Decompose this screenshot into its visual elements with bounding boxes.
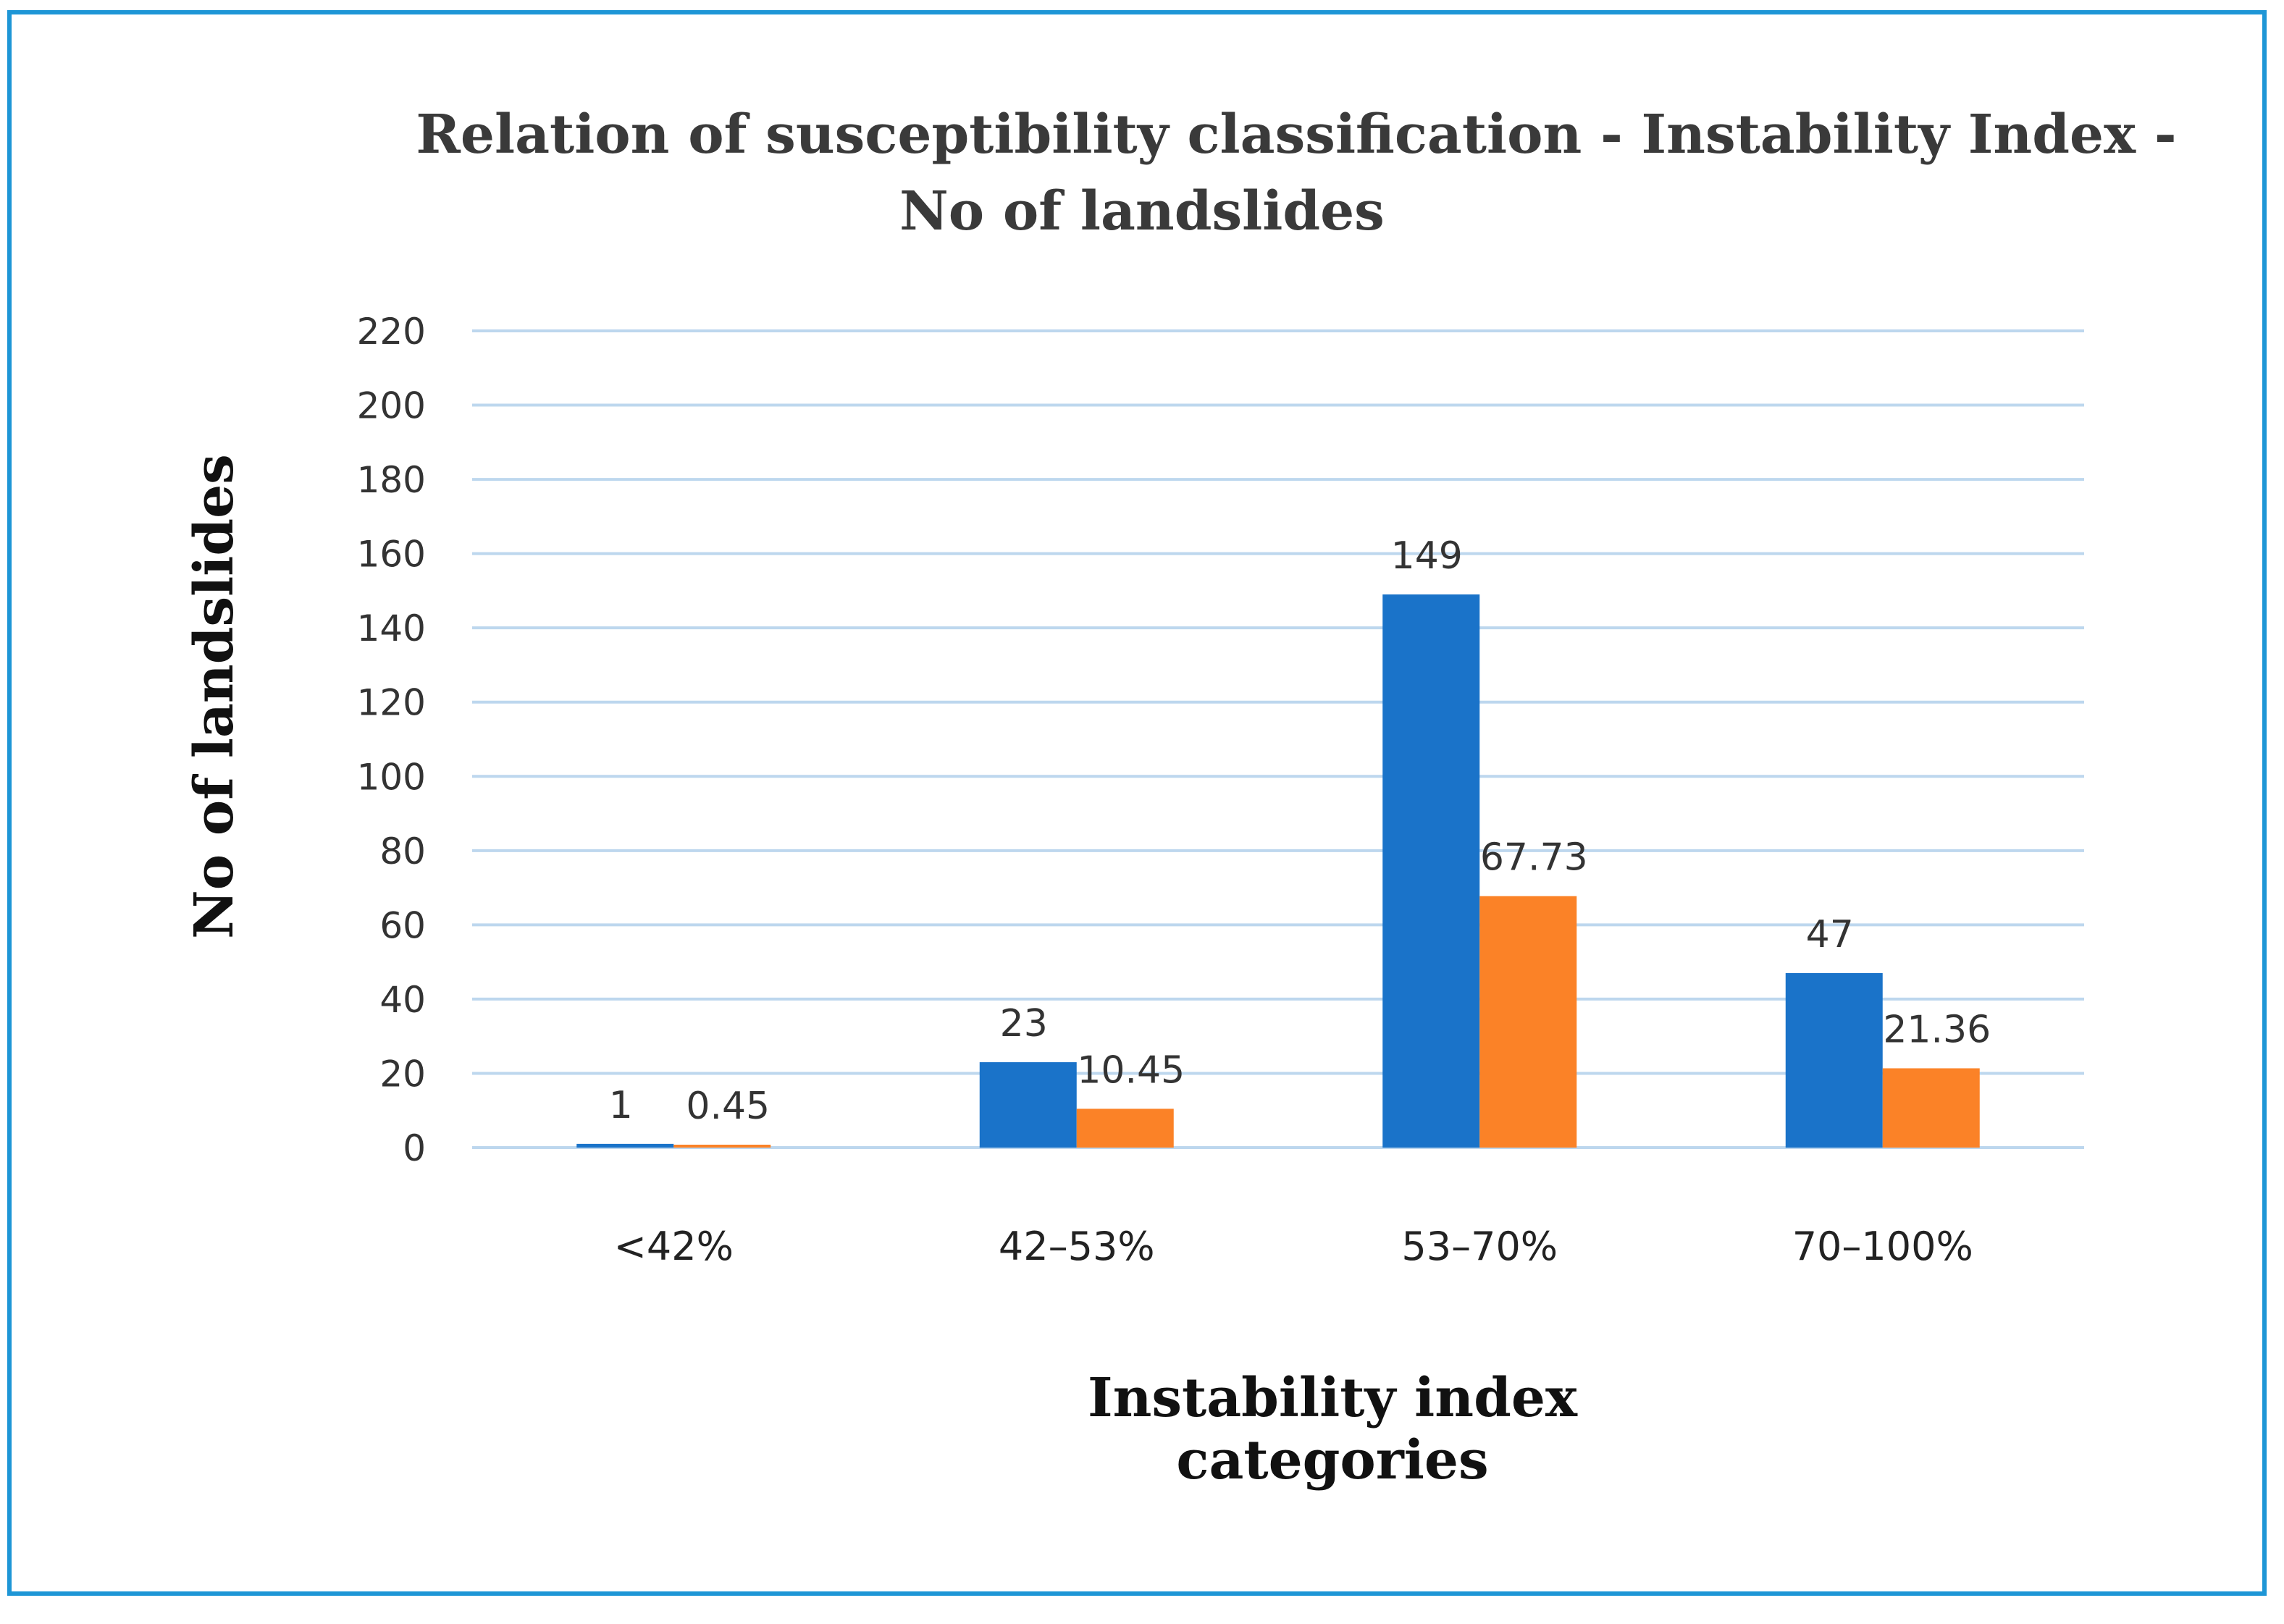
bar-percent-2 bbox=[1479, 896, 1577, 1148]
bar-percent-0 bbox=[673, 1145, 771, 1148]
data-label-percent-1: 10.45 bbox=[1077, 1048, 1185, 1092]
data-label-count-0: 1 bbox=[609, 1084, 633, 1127]
bar-count-1 bbox=[979, 1062, 1077, 1148]
data-label-count-2: 149 bbox=[1391, 534, 1463, 578]
category-label-2: 53–70% bbox=[1401, 1224, 1558, 1269]
chart-frame bbox=[7, 10, 2267, 1596]
y-tick-label: 60 bbox=[379, 904, 426, 946]
y-tick-label: 80 bbox=[379, 830, 426, 872]
y-tick-label: 220 bbox=[357, 311, 426, 353]
y-tick-label: 200 bbox=[357, 385, 426, 427]
chart-title-line1: Relation of susceptibility classificatio… bbox=[416, 104, 2177, 166]
chart-title-line2: No of landslides bbox=[899, 180, 1385, 243]
data-label-percent-2: 67.73 bbox=[1480, 836, 1588, 880]
category-label-0: <42% bbox=[614, 1224, 734, 1269]
data-label-count-3: 47 bbox=[1806, 913, 1854, 956]
y-tick-label: 100 bbox=[357, 756, 426, 798]
bar-count-2 bbox=[1382, 594, 1480, 1148]
y-tick-label: 160 bbox=[357, 534, 426, 576]
y-tick-labels: 0 20 40 60 80 100 120 140 160 180 200 220 bbox=[357, 311, 426, 1169]
data-label-percent-3: 21.36 bbox=[1883, 1008, 1991, 1051]
x-axis-label: Instability index categories bbox=[1087, 1367, 1578, 1492]
category-labels: <42% 42–53% 53–70% 70–100% bbox=[614, 1224, 1973, 1269]
y-tick-label: 180 bbox=[357, 459, 426, 501]
category-label-1: 42–53% bbox=[999, 1224, 1155, 1269]
y-tick-label: 0 bbox=[403, 1127, 426, 1169]
category-label-3: 70–100% bbox=[1792, 1224, 1973, 1269]
data-label-percent-0: 0.45 bbox=[686, 1085, 770, 1128]
bar-count-0 bbox=[576, 1143, 674, 1148]
y-tick-label: 120 bbox=[357, 682, 426, 724]
bar-percent-3 bbox=[1882, 1068, 1980, 1148]
y-tick-label: 40 bbox=[379, 979, 426, 1021]
data-label-count-1: 23 bbox=[1000, 1002, 1048, 1045]
bar-count-3 bbox=[1785, 973, 1883, 1148]
bars bbox=[576, 594, 1980, 1148]
bar-percent-1 bbox=[1076, 1108, 1174, 1148]
y-tick-label: 140 bbox=[357, 607, 426, 649]
y-tick-label: 20 bbox=[379, 1053, 426, 1095]
